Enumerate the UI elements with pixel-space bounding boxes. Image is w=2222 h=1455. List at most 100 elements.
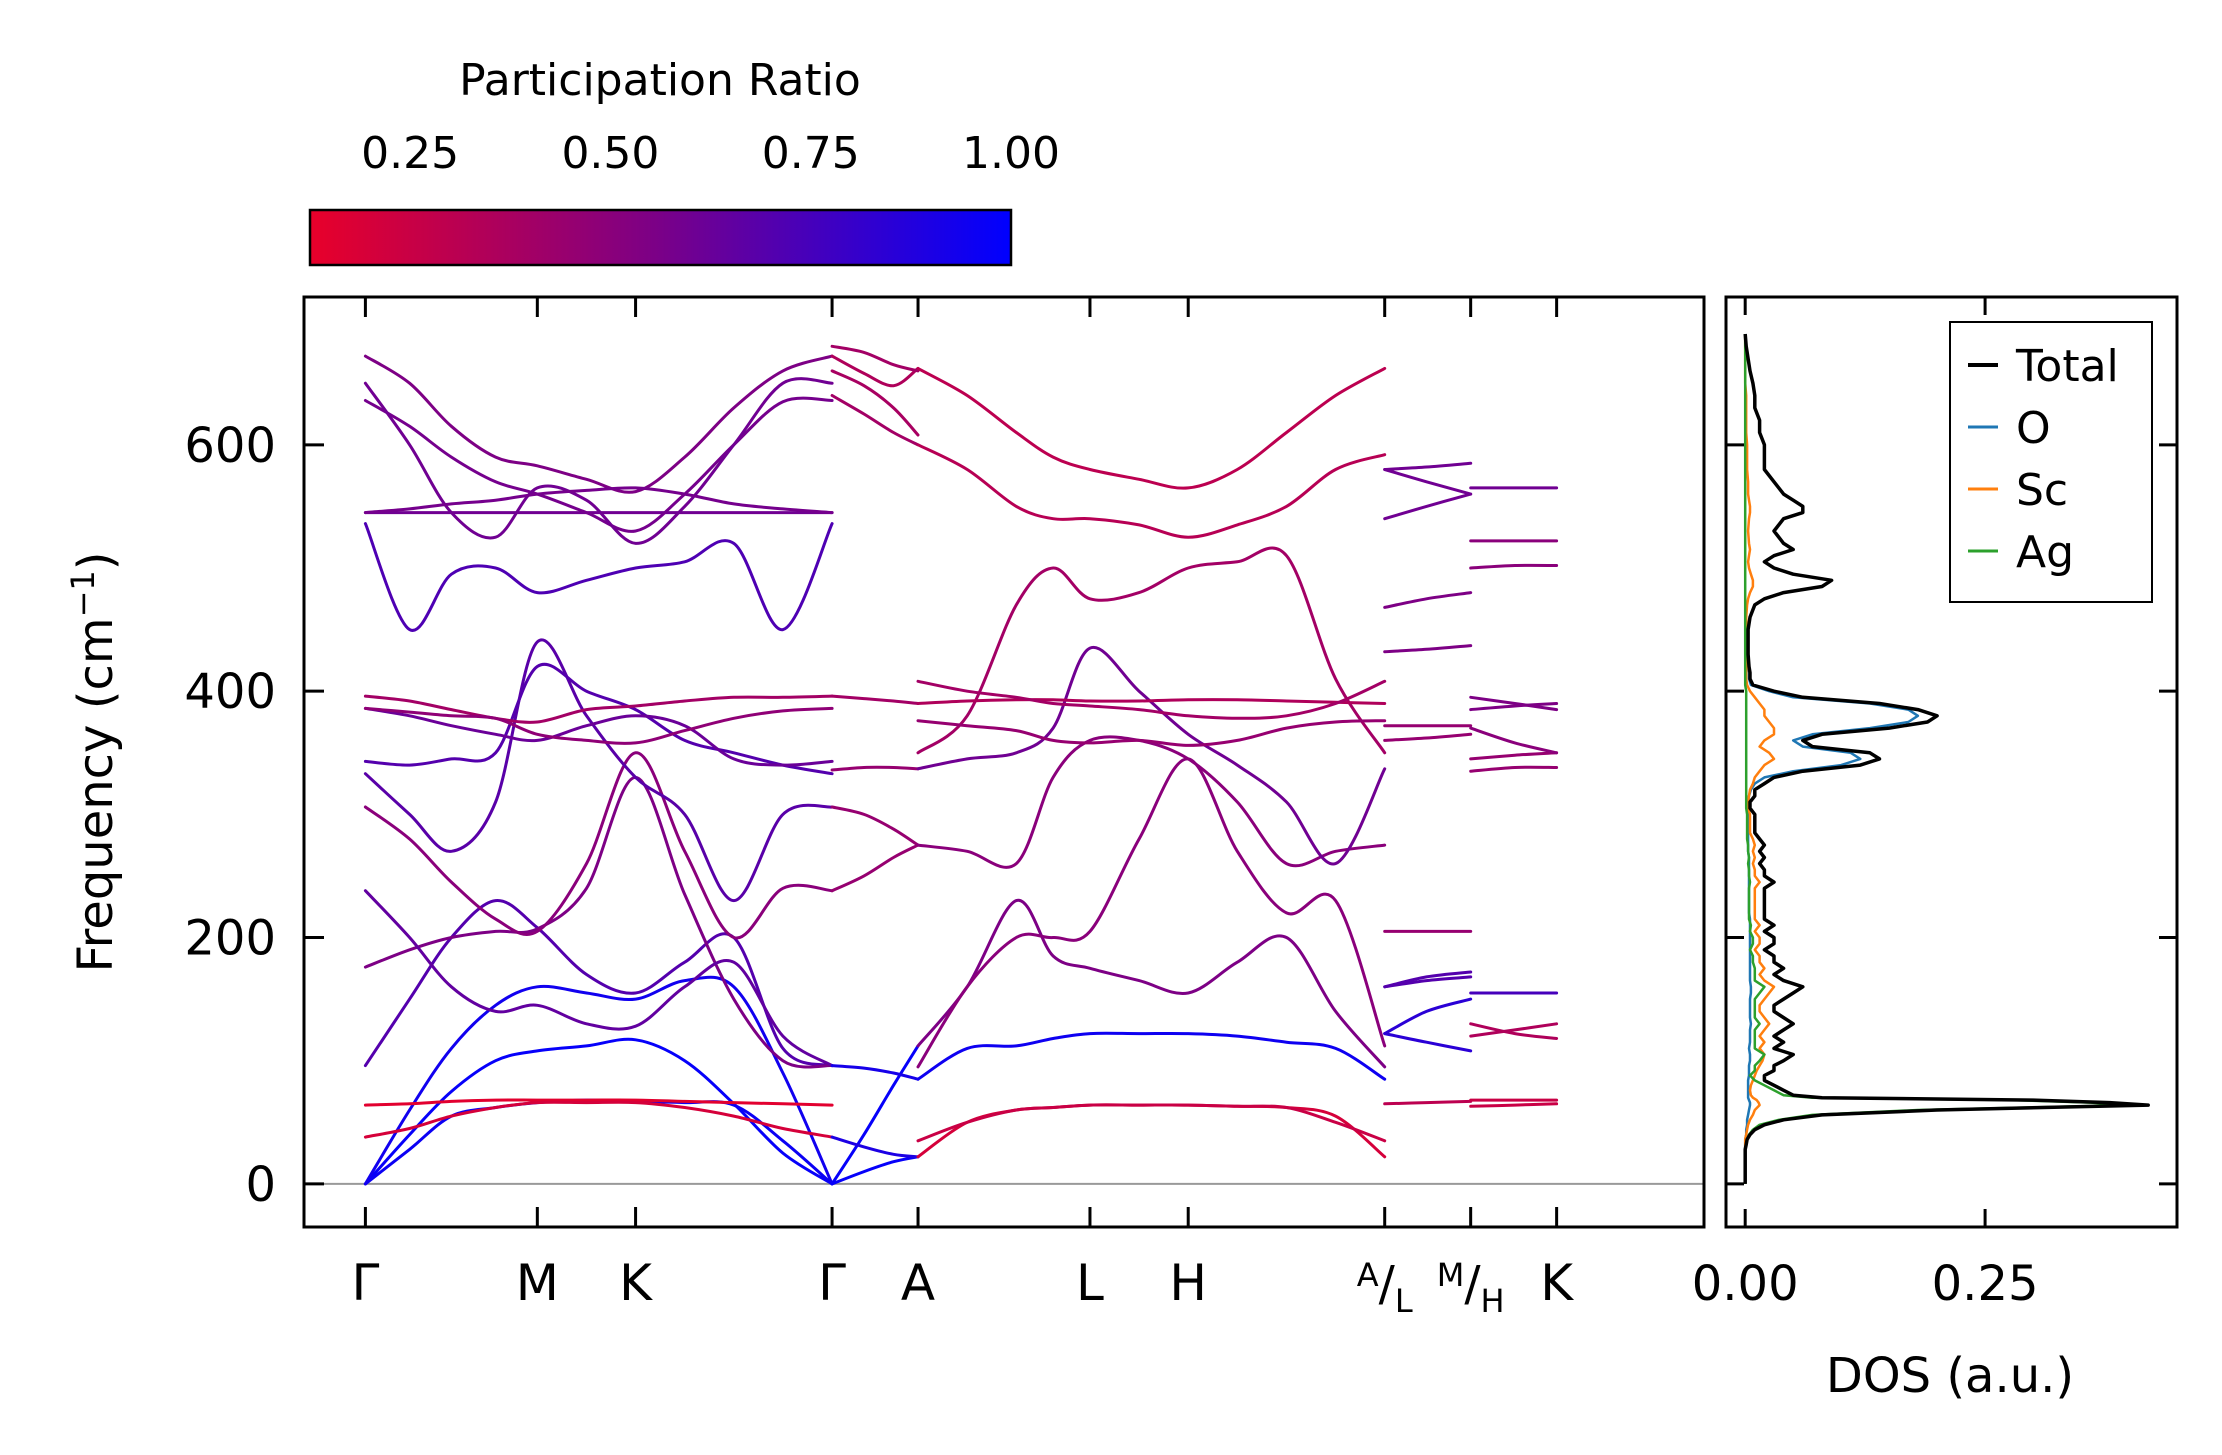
kpoint-label-sub: H (1481, 1282, 1505, 1320)
legend-label: Ag (2016, 527, 2074, 578)
phonon-band (1469, 1102, 1559, 1108)
legend-label: Sc (2016, 465, 2068, 516)
phonon-bands (363, 344, 1559, 1186)
phonon-band (363, 354, 834, 494)
phonon-band (916, 1103, 1387, 1159)
phonon-band (916, 679, 1387, 720)
phonon-band (1383, 644, 1473, 654)
phonon-band (1469, 563, 1559, 570)
phonon-band (830, 843, 920, 893)
dos-series-o (1743, 333, 1920, 1184)
phonon-band (1383, 492, 1473, 521)
phonon-band (916, 757, 1387, 1069)
phonon-band (830, 1044, 920, 1186)
frequency-axis-label: Frequency (cm−1) (64, 551, 124, 972)
kpoint-label-sub: L (1395, 1282, 1413, 1320)
kpoint-label: Γ (818, 1254, 846, 1312)
phonon-band (916, 645, 1387, 866)
dos-tick-label: 0.25 (1932, 1256, 2039, 1312)
phonon-band (1469, 1022, 1559, 1040)
phonon-band (1383, 591, 1473, 609)
kpoint-label: K (619, 1254, 653, 1312)
colorbar: Participation Ratio 0.25 0.50 0.75 1.00 (308, 55, 1060, 267)
phonon-band (363, 775, 834, 1069)
phonon-band (363, 706, 834, 767)
kpoint-label: K (1540, 1254, 1574, 1312)
phonon-band (830, 1135, 920, 1159)
phonon-band (1383, 1099, 1473, 1106)
kpoint-label-slash: / (1379, 1256, 1396, 1312)
phonon-band (830, 1155, 920, 1186)
phonon-band (916, 546, 1387, 755)
dos-series-total (1743, 333, 2150, 1184)
kpoint-label-slash: / (1464, 1256, 1481, 1312)
phonon-band (363, 1098, 834, 1107)
frequency-tick-label: 200 (184, 911, 276, 967)
frequency-tick-label: 0 (245, 1157, 276, 1213)
kpath-axis: Γ M K Γ A L H A/LM/H K (351, 297, 1574, 1320)
phonon-band (830, 344, 920, 373)
phonon-band (1383, 732, 1473, 742)
colorbar-ticks: 0.25 0.50 0.75 1.00 (361, 128, 1060, 265)
phonon-band (916, 899, 1387, 1069)
phonon-band (363, 1100, 834, 1139)
phonon-band (1469, 695, 1559, 712)
frequency-tick-label: 400 (184, 664, 276, 720)
colorbar-tick-label: 1.00 (962, 128, 1060, 179)
phonon-band (916, 698, 1387, 705)
colorbar-gradient (308, 208, 1013, 267)
phonon-band (830, 694, 920, 705)
phonon-band (830, 354, 920, 388)
phonon-band (916, 443, 1387, 539)
phonon-band (1469, 726, 1559, 755)
phonon-band (363, 377, 834, 545)
phonon-band (1383, 461, 1473, 471)
phonon-band (916, 1103, 1387, 1143)
dos-series-ag (1743, 334, 2131, 1184)
phonon-band (1383, 468, 1473, 496)
kpoint-label: H (1169, 1254, 1207, 1312)
phonon-band (363, 396, 834, 533)
phonon-band (363, 522, 834, 632)
phonon-band (1469, 765, 1559, 773)
phonon-band (363, 889, 834, 1068)
dos-series-sc (1743, 334, 1776, 1184)
phonon-band (363, 899, 834, 1068)
phonon-band (830, 805, 920, 847)
kpoint-label: M/H (1437, 1256, 1505, 1320)
phonon-band (1469, 702, 1559, 712)
phonon-band (1469, 751, 1559, 761)
dos-panel: 0.00 0.25 DOS (a.u.) Total O Sc Ag (1692, 295, 2179, 1404)
phonon-band (916, 1031, 1387, 1081)
frequency-tick-label: 600 (184, 418, 276, 474)
phonon-band (830, 369, 920, 437)
phonon-band (916, 366, 1387, 490)
phonon-band (916, 719, 1387, 747)
phonon-band (363, 694, 834, 724)
phonon-band (363, 1037, 834, 1186)
phonon-band (1469, 1022, 1559, 1038)
dos-plot-frame (1724, 295, 2179, 1229)
dos-axis: 0.00 0.25 (1692, 297, 2039, 1312)
dos-legend: Total O Sc Ag (1949, 321, 2153, 603)
kpoint-label-sup: A (1357, 1256, 1379, 1294)
dos-frequency-ticks (1726, 443, 2177, 1186)
phonon-band (1383, 997, 1473, 1036)
dos-tick-label: 0.00 (1692, 1256, 1799, 1312)
band-plot-frame (302, 295, 1706, 1229)
kpoint-label: M (516, 1254, 559, 1312)
kpoint-label: A (901, 1254, 935, 1312)
kpoint-label: L (1076, 1254, 1104, 1312)
legend-label: Total (2015, 341, 2119, 392)
phonon-band (1383, 975, 1473, 989)
phonon-band (363, 1098, 834, 1186)
legend-frame (1949, 321, 2153, 603)
phonon-band (363, 975, 834, 1186)
phonon-band (830, 765, 920, 772)
legend-label: O (2016, 403, 2051, 454)
kpoint-label: Γ (351, 1254, 379, 1312)
colorbar-tick-label: 0.50 (561, 128, 659, 179)
frequency-axis-label-main: Frequency (cm (68, 617, 124, 972)
